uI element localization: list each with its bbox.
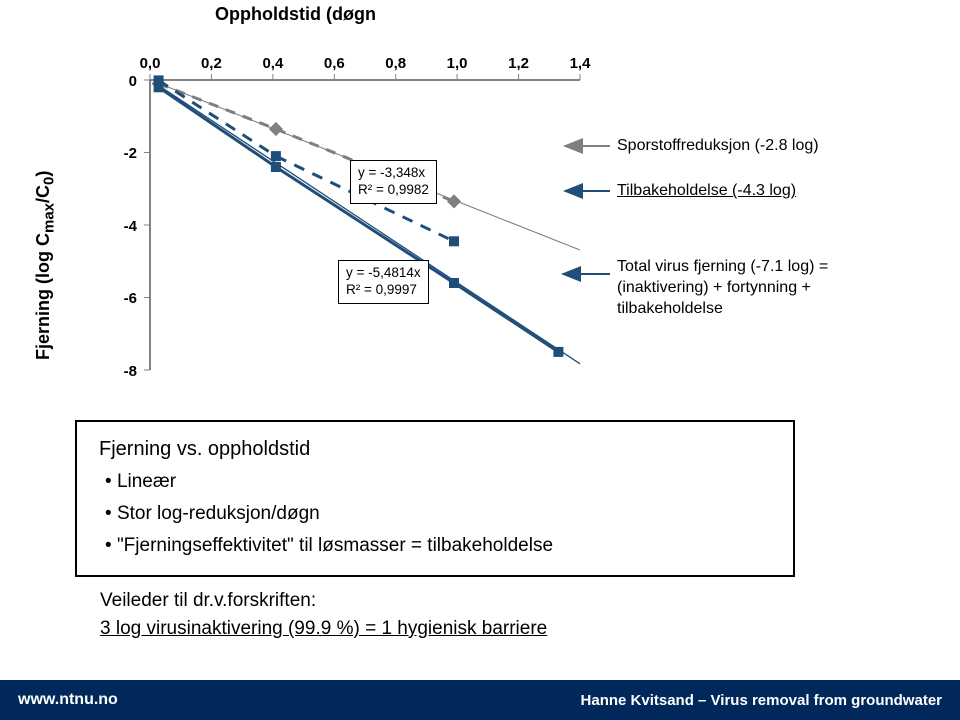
callout-2: Tilbakeholdelse (-4.3 log) — [617, 182, 796, 200]
svg-text:0: 0 — [129, 73, 137, 90]
eq2-line2: R² = 0,9997 — [346, 282, 421, 299]
eq1-line2: R² = 0,9982 — [358, 182, 429, 199]
svg-text:-2: -2 — [124, 145, 137, 162]
eq1-line1: y = -3,348x — [358, 165, 429, 182]
ref-line-2: 3 log virusinaktivering (99.9 %) = 1 hyg… — [100, 618, 547, 640]
svg-text:0,8: 0,8 — [385, 55, 406, 72]
info-item-1: Lineær — [99, 471, 771, 493]
equation-box-2: y = -5,4814x R² = 0,9997 — [338, 260, 429, 304]
svg-text:-6: -6 — [124, 290, 137, 307]
eq2-line1: y = -5,4814x — [346, 265, 421, 282]
footer-bar: www.ntnu.no Hanne Kvitsand – Virus remov… — [0, 680, 960, 720]
chart-svg: 0,0 0,2 0,4 0,6 0,8 1,0 1,2 1,4 0 -2 -4 … — [80, 20, 880, 390]
y-axis-title: Fjerning (log Cmax/C0) — [33, 171, 58, 360]
info-box-list: Lineær Stor log-reduksjon/døgn "Fjerning… — [99, 471, 771, 557]
info-item-2: Stor log-reduksjon/døgn — [99, 503, 771, 525]
y-ticks: 0 -2 -4 -6 -8 — [124, 73, 150, 380]
svg-text:0,0: 0,0 — [140, 55, 161, 72]
svg-text:1,0: 1,0 — [447, 55, 468, 72]
callout-3b: (inaktivering) + fortynning + tilbakehol… — [617, 278, 880, 320]
x-ticks: 0,0 0,2 0,4 0,6 0,8 1,0 1,2 1,4 — [140, 55, 592, 80]
callout-1: Sporstoffreduksjon (-2.8 log) — [617, 137, 819, 155]
svg-text:0,2: 0,2 — [201, 55, 222, 72]
equation-box-1: y = -3,348x R² = 0,9982 — [350, 160, 437, 204]
slide-root: Oppholdstid (døgn Fjerning (log Cmax/C0)… — [0, 0, 960, 720]
info-box: Fjerning vs. oppholdstid Lineær Stor log… — [75, 420, 795, 577]
ylabel-part1: Fjerning (log C — [33, 233, 53, 360]
callout-3: Total virus fjerning (-7.1 log) = (inakt… — [617, 257, 880, 319]
svg-text:-4: -4 — [124, 218, 138, 235]
ref-line-1: Veileder til dr.v.forskriften: — [100, 590, 547, 612]
chart-area: 0,0 0,2 0,4 0,6 0,8 1,0 1,2 1,4 0 -2 -4 … — [80, 20, 880, 390]
info-item-3: "Fjerningseffektivitet" til løsmasser = … — [99, 535, 771, 557]
references: Veileder til dr.v.forskriften: 3 log vir… — [100, 590, 547, 640]
footer-right: Hanne Kvitsand – Virus removal from grou… — [581, 692, 942, 709]
svg-text:1,2: 1,2 — [508, 55, 529, 72]
footer-left: www.ntnu.no — [18, 691, 118, 709]
info-box-title: Fjerning vs. oppholdstid — [99, 438, 771, 461]
svg-text:-8: -8 — [124, 363, 137, 380]
svg-text:1,4: 1,4 — [570, 55, 592, 72]
callout-3a: Total virus fjerning (-7.1 log) = — [617, 257, 880, 278]
svg-text:0,6: 0,6 — [324, 55, 345, 72]
svg-text:0,4: 0,4 — [262, 55, 284, 72]
